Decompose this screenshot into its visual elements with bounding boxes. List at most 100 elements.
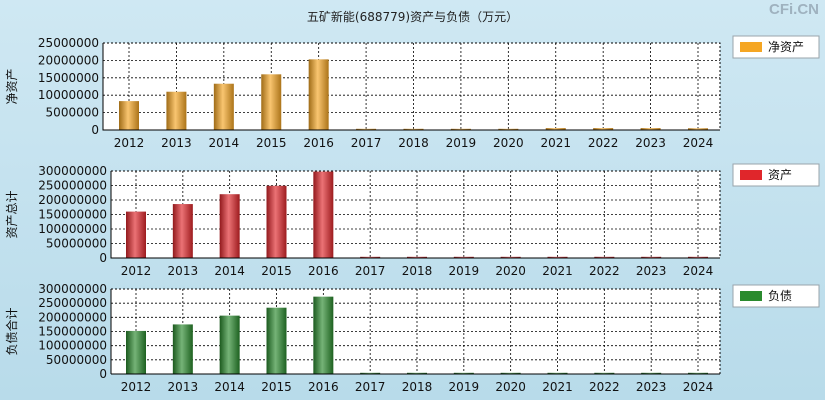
x-tick-label: 2023 [635, 136, 666, 150]
bar-2024 [688, 372, 708, 374]
x-tick-label: 2014 [214, 380, 245, 394]
plot-area [103, 43, 720, 130]
bar-2014 [219, 315, 240, 374]
y-tick-label: 5000000 [46, 106, 99, 120]
bar-2023 [641, 372, 662, 374]
y-tick-label: 300000000 [38, 164, 107, 178]
y-tick-label: 20000000 [38, 53, 99, 67]
legend-label: 净资产 [768, 40, 804, 54]
y-tick-label: 0 [99, 251, 107, 265]
chart-panel-2: 0500000001000000001500000002000000002500… [5, 163, 820, 278]
x-tick-label: 2017 [355, 380, 386, 394]
x-tick-label: 2012 [121, 264, 152, 278]
x-tick-label: 2015 [261, 264, 292, 278]
legend-label: 负债 [768, 289, 792, 303]
bar-2018 [403, 128, 424, 130]
y-tick-label: 100000000 [38, 222, 107, 236]
y-tick-label: 10000000 [38, 88, 99, 102]
x-tick-label: 2018 [402, 264, 433, 278]
bar-2021 [545, 128, 566, 130]
x-tick-label: 2016 [308, 380, 339, 394]
bar-2023 [640, 128, 661, 130]
x-tick-label: 2018 [402, 380, 433, 394]
y-tick-label: 100000000 [38, 339, 107, 353]
bar-2013 [172, 324, 193, 374]
y-tick-label: 200000000 [38, 193, 107, 207]
bar-2015 [266, 185, 287, 258]
bar-2019 [450, 128, 471, 130]
legend-swatch [740, 42, 762, 52]
bar-2019 [453, 256, 474, 258]
y-tick-label: 250000000 [38, 179, 107, 193]
y-tick-label: 300000000 [38, 282, 107, 296]
x-tick-label: 2014 [214, 264, 245, 278]
x-tick-label: 2012 [114, 136, 145, 150]
bar-2017 [360, 372, 381, 374]
bar-2012 [126, 330, 146, 374]
y-tick-label: 0 [99, 367, 107, 381]
x-tick-label: 2024 [683, 380, 714, 394]
bar-2014 [213, 83, 234, 130]
chart-panel-3: 0500000001000000001500000002000000002500… [4, 282, 820, 394]
x-tick-label: 2019 [449, 380, 480, 394]
bar-2019 [453, 372, 474, 374]
bar-2015 [261, 74, 282, 130]
y-axis-label: 负债合计 [4, 307, 19, 355]
x-tick-label: 2021 [540, 136, 571, 150]
bar-2020 [500, 256, 521, 258]
bar-2021 [547, 256, 568, 258]
x-tick-label: 2015 [256, 136, 287, 150]
bar-2022 [594, 372, 615, 374]
y-tick-label: 50000000 [46, 237, 107, 251]
chart-title: 五矿新能(688779)资产与负债（万元） [306, 10, 519, 24]
x-tick-label: 2016 [308, 264, 339, 278]
bar-2020 [498, 128, 519, 130]
y-tick-label: 250000000 [38, 296, 107, 310]
bar-2013 [166, 91, 187, 130]
x-tick-label: 2020 [495, 380, 526, 394]
bar-2016 [313, 296, 334, 374]
chart-panel-1: 0 5000000 10000000 15000000 20000000 25000000… [5, 35, 820, 150]
bar-2016 [313, 171, 334, 258]
bar-2021 [547, 372, 568, 374]
bar-2024 [688, 256, 708, 258]
legend-box [732, 284, 820, 308]
bar-2022 [593, 128, 614, 130]
y-tick-label: 200000000 [38, 310, 107, 324]
bar-2018 [407, 256, 427, 258]
y-tick-label: 15000000 [38, 71, 99, 85]
bar-2012 [126, 211, 146, 258]
x-tick-label: 2019 [449, 264, 480, 278]
x-tick-label: 2017 [351, 136, 382, 150]
x-tick-label: 2021 [542, 380, 573, 394]
y-tick-label: 150000000 [38, 208, 107, 222]
x-tick-label: 2013 [168, 380, 199, 394]
bar-2017 [356, 128, 377, 130]
watermark-logo: CFi.CN [769, 1, 819, 18]
x-tick-label: 2016 [303, 136, 334, 150]
x-tick-label: 2023 [636, 264, 667, 278]
x-tick-label: 2020 [495, 264, 526, 278]
y-tick-label: 50000000 [46, 353, 107, 367]
bar-2012 [119, 101, 139, 130]
legend-box [732, 35, 820, 59]
bar-2018 [407, 372, 427, 374]
y-tick-label: 25000000 [38, 36, 99, 50]
x-tick-label: 2022 [589, 264, 620, 278]
x-tick-label: 2013 [168, 264, 199, 278]
bar-2013 [172, 204, 193, 258]
x-tick-label: 2023 [636, 380, 667, 394]
y-axis-label: 净资产 [5, 68, 19, 104]
bar-2015 [266, 307, 287, 374]
x-tick-label: 2012 [121, 380, 152, 394]
legend-box [732, 163, 820, 187]
x-tick-label: 2017 [355, 264, 386, 278]
x-tick-label: 2022 [589, 380, 620, 394]
legend-swatch [740, 291, 762, 301]
bar-2024 [688, 128, 708, 130]
x-tick-label: 2024 [683, 264, 714, 278]
y-axis-label: 资产总计 [5, 190, 19, 238]
x-tick-label: 2024 [683, 136, 714, 150]
y-tick-label: 0 [91, 123, 99, 137]
